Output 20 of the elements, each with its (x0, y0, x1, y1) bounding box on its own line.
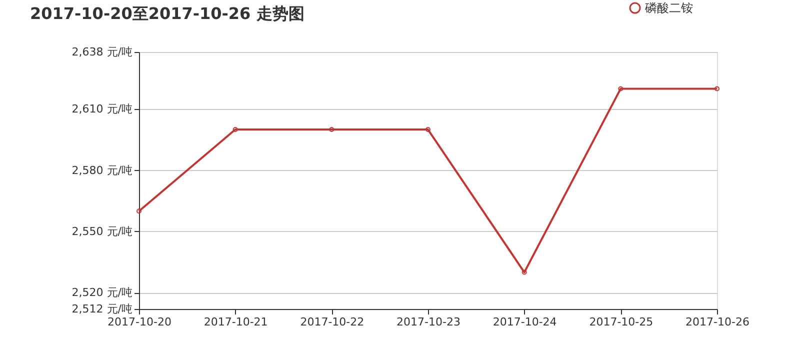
point (522, 270, 527, 275)
legend-label: 磷酸二铵 (644, 1, 693, 15)
y-tick-label: 2,580 元/吨 (72, 164, 132, 177)
x-tick-label: 2017-10-26 (686, 316, 750, 328)
y-tick-label: 2,512 元/吨 (72, 302, 132, 316)
x-tick-label: 2017-10-21 (204, 316, 268, 328)
x-tick-label: 2017-10-25 (589, 316, 654, 328)
x-tick-label: 2017-10-22 (300, 316, 364, 328)
x-tick-label: 2017-10-23 (396, 316, 460, 328)
x-tick-label: 2017-10-24 (492, 316, 557, 328)
y-tick-label: 2,610 元/吨 (72, 102, 132, 116)
point (618, 86, 624, 92)
y-tick-label: 2,520 元/吨 (72, 286, 132, 300)
y-tick-label: 2,638 元/吨 (72, 46, 132, 58)
chart-title: 2017-10-20至2017-10-26 走势图 (30, 4, 304, 23)
point (232, 127, 238, 132)
point (426, 127, 430, 132)
x-tick-label: 2017-10-20 (108, 316, 172, 328)
point (329, 127, 334, 132)
y-tick-label: 2,550 元/吨 (72, 224, 132, 238)
